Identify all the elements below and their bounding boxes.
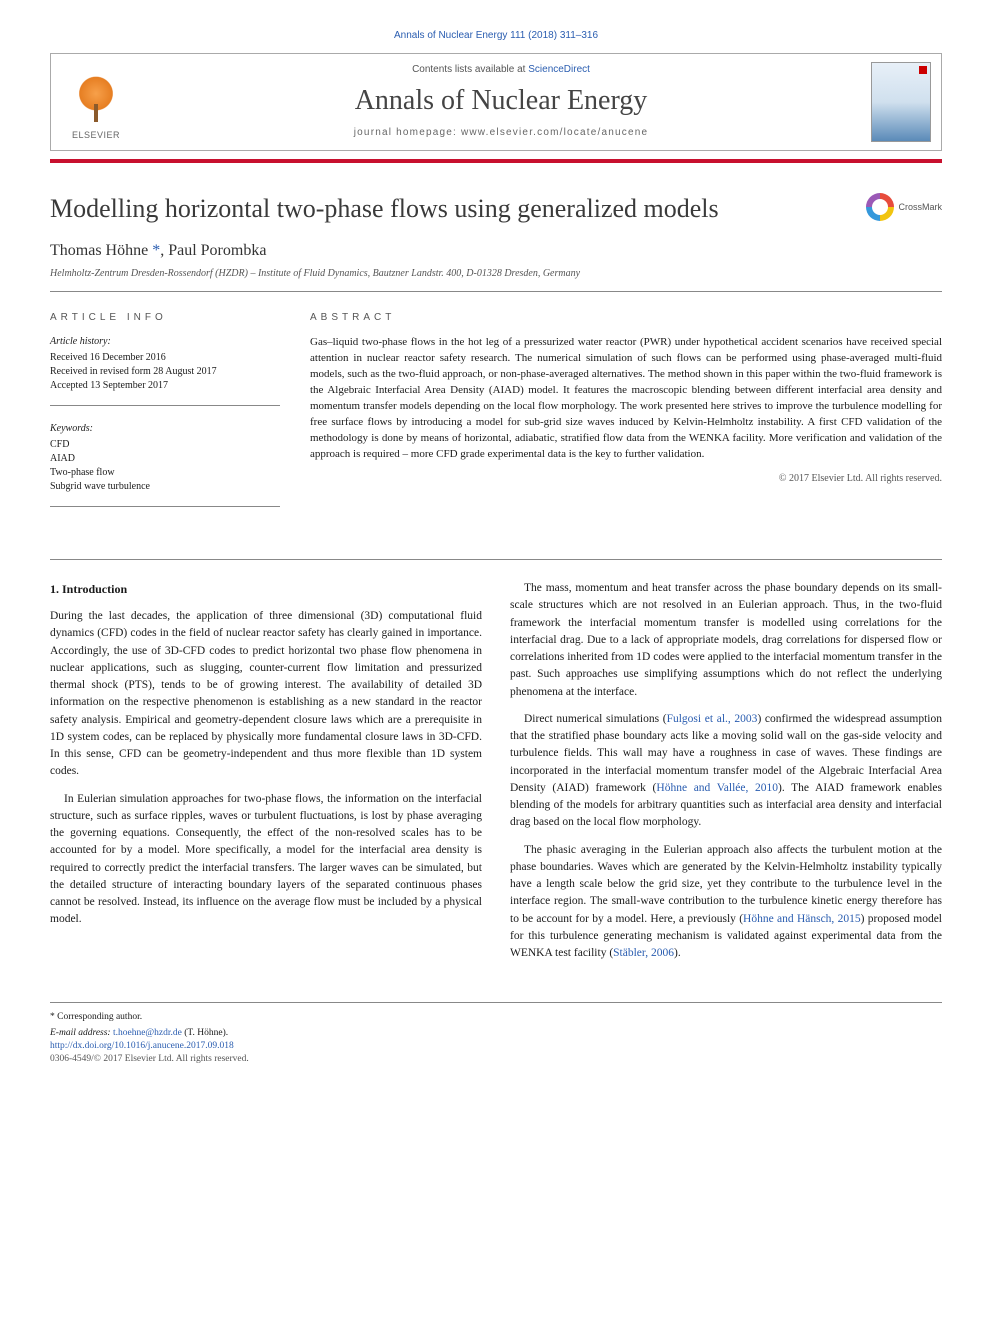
- publisher-name: ELSEVIER: [71, 130, 121, 140]
- abstract-body: Gas–liquid two-phase flows in the hot le…: [310, 335, 942, 463]
- journal-homepage-line: journal homepage: www.elsevier.com/locat…: [149, 127, 853, 138]
- body-text: ).: [674, 947, 681, 959]
- section-1-heading: 1. Introduction: [50, 580, 482, 598]
- contents-prefix: Contents lists available at: [412, 64, 528, 75]
- crossmark-badge[interactable]: CrossMark: [866, 193, 942, 221]
- issn-line: 0306-4549/© 2017 Elsevier Ltd. All right…: [50, 1053, 942, 1066]
- accepted-date: Accepted 13 September 2017: [50, 379, 280, 393]
- elsevier-tree-icon: [71, 76, 121, 126]
- revised-date: Received in revised form 28 August 2017: [50, 365, 280, 379]
- keyword-item: CFD: [50, 438, 280, 452]
- body-text: Direct numerical simulations (: [524, 713, 667, 725]
- crossmark-label: CrossMark: [898, 202, 942, 212]
- keywords-label: Keywords:: [50, 422, 280, 436]
- keyword-item: AIAD: [50, 452, 280, 466]
- article-info-heading: ARTICLE INFO: [50, 312, 280, 323]
- body-paragraph: Direct numerical simulations (Fulgosi et…: [510, 711, 942, 832]
- abstract-block: ABSTRACT Gas–liquid two-phase flows in t…: [310, 312, 942, 523]
- body-paragraph: During the last decades, the application…: [50, 608, 482, 781]
- email-label: E-mail address:: [50, 1028, 113, 1038]
- citation-ref[interactable]: Höhne and Hänsch, 2015: [743, 913, 861, 925]
- abstract-copyright: © 2017 Elsevier Ltd. All rights reserved…: [310, 473, 942, 484]
- citation-ref[interactable]: Höhne and Vallée, 2010: [656, 782, 778, 794]
- keyword-item: Subgrid wave turbulence: [50, 480, 280, 494]
- top-citation: Annals of Nuclear Energy 111 (2018) 311–…: [50, 30, 942, 41]
- article-info-block: ARTICLE INFO Article history: Received 1…: [50, 312, 280, 523]
- citation-ref[interactable]: Fulgosi et al., 2003: [667, 713, 758, 725]
- article-body: 1. Introduction During the last decades,…: [50, 580, 942, 962]
- authors-text: Thomas Höhne *, Paul Porombka: [50, 242, 266, 259]
- article-history-label: Article history:: [50, 335, 280, 349]
- cover-thumbnail-block: [861, 54, 941, 150]
- authors-line: Thomas Höhne *, Paul Porombka: [50, 242, 942, 260]
- doi-link[interactable]: http://dx.doi.org/10.1016/j.anucene.2017…: [50, 1041, 234, 1051]
- doi-line: http://dx.doi.org/10.1016/j.anucene.2017…: [50, 1040, 942, 1053]
- journal-cover-thumbnail: [871, 62, 931, 142]
- sciencedirect-link[interactable]: ScienceDirect: [528, 64, 590, 75]
- body-paragraph: In Eulerian simulation approaches for tw…: [50, 791, 482, 929]
- received-date: Received 16 December 2016: [50, 351, 280, 365]
- homepage-label: journal homepage:: [354, 127, 461, 138]
- crossmark-icon: [866, 193, 894, 221]
- body-paragraph: The phasic averaging in the Eulerian app…: [510, 842, 942, 963]
- footer-block: * Corresponding author. E-mail address: …: [50, 1002, 942, 1066]
- contents-available-line: Contents lists available at ScienceDirec…: [149, 64, 853, 75]
- accent-bar: [50, 159, 942, 163]
- affiliation: Helmholtz-Zentrum Dresden-Rossendorf (HZ…: [50, 268, 942, 279]
- journal-header: ELSEVIER Contents lists available at Sci…: [50, 53, 942, 151]
- divider-top: [50, 291, 942, 292]
- author-email-link[interactable]: t.hoehne@hzdr.de: [113, 1028, 182, 1038]
- abstract-heading: ABSTRACT: [310, 312, 942, 323]
- email-line: E-mail address: t.hoehne@hzdr.de (T. Höh…: [50, 1027, 942, 1040]
- journal-name: Annals of Nuclear Energy: [149, 85, 853, 117]
- article-title: Modelling horizontal two-phase flows usi…: [50, 193, 866, 224]
- homepage-url: www.elsevier.com/locate/anucene: [461, 127, 648, 138]
- body-paragraph: The mass, momentum and heat transfer acr…: [510, 580, 942, 701]
- publisher-logo-block: ELSEVIER: [51, 54, 141, 150]
- email-suffix: (T. Höhne).: [182, 1028, 228, 1038]
- keyword-item: Two-phase flow: [50, 466, 280, 480]
- divider-mid: [50, 559, 942, 560]
- corresponding-author-note: * Corresponding author.: [50, 1011, 942, 1024]
- citation-ref[interactable]: Stäbler, 2006: [613, 947, 674, 959]
